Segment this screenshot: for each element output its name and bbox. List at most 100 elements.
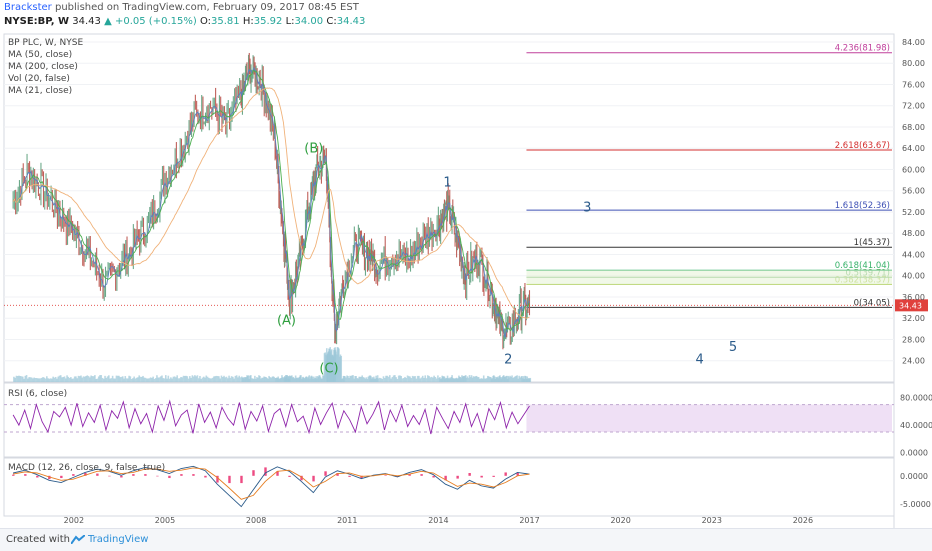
time-tick-label: 2020 (610, 516, 630, 525)
macd-histogram-bar (24, 474, 27, 476)
wave-label[interactable]: 2 (504, 352, 512, 367)
macd-label[interactable]: MACD (12, 26, close, 9, false, true) (8, 463, 165, 473)
volume-bar (465, 378, 468, 382)
rsi-tick-label: 80.0000 (900, 394, 932, 403)
price-tick-label: 80.00 (902, 59, 925, 68)
macd-histogram-bar (12, 474, 15, 476)
rsi-tick-label: 40.0000 (900, 421, 932, 430)
indicator-legend: BP PLC, W, NYSE MA (50, close) MA (200, … (8, 38, 83, 96)
tradingview-brand[interactable]: TradingView (88, 534, 149, 545)
elliott-wave-labels[interactable]: (A) (B) (C) 1 2 3 4 5 (277, 141, 737, 376)
volume-bar (410, 378, 413, 382)
volume-bar (30, 377, 33, 382)
volume-bar (221, 376, 224, 382)
legend-ma200[interactable]: MA (200, close) (8, 62, 78, 72)
rsi-label[interactable]: RSI (6, close) (8, 389, 67, 399)
volume-bar (70, 377, 72, 382)
volume-bar (238, 375, 240, 382)
volume-bar (119, 377, 122, 382)
legend-volume[interactable]: Vol (20, false) (8, 74, 70, 84)
volume-bar (182, 375, 185, 382)
wave-label[interactable]: 1 (443, 175, 451, 190)
chart-canvas[interactable]: 0.382(38.37)0.5(39.71)0.618(41.04)1(45.3… (0, 32, 932, 528)
volume-bar (102, 378, 105, 382)
volume-bar (425, 378, 428, 382)
macd-histogram-bar (96, 473, 99, 476)
time-tick-label: 2005 (155, 516, 175, 525)
volume-bar (161, 375, 163, 382)
volume-bar (210, 378, 213, 382)
macd-tick-label: 0.0000 (900, 472, 928, 481)
volume-bar (194, 375, 196, 382)
volume-bar (266, 377, 268, 382)
volume-bar (28, 377, 30, 382)
volume-bar (97, 376, 100, 382)
wave-label[interactable]: 3 (583, 200, 591, 215)
macd-histogram-bar (312, 475, 315, 482)
volume-bar (170, 377, 172, 382)
volume-bar (505, 375, 508, 382)
volume-bar (269, 377, 271, 382)
volume-bar (466, 376, 469, 382)
volume-bar (478, 378, 481, 382)
legend-ma50[interactable]: MA (50, close) (8, 50, 72, 60)
volume-bar (195, 376, 197, 382)
volume-bar (56, 378, 58, 382)
volume-bar (99, 375, 101, 382)
fibonacci-extension[interactable]: 0.382(38.37)0.5(39.71)0.618(41.04)1(45.3… (526, 44, 892, 309)
volume-bar (16, 375, 19, 382)
legend-ma21[interactable]: MA (21, close) (8, 86, 72, 96)
fib-label-1.618: 1.618(52.36) (835, 201, 890, 211)
volume-bar (111, 375, 114, 382)
volume-bar (104, 375, 106, 382)
volume-bar (146, 378, 148, 382)
volume-bar (13, 376, 15, 382)
created-with-text: Created with (6, 534, 70, 545)
volume-bar (247, 375, 250, 382)
volume-bar (90, 375, 92, 382)
macd-histogram-bar (228, 475, 231, 484)
author-link[interactable]: Brackster (4, 2, 52, 13)
price-tick-label: 64.00 (902, 144, 925, 153)
volume-bar (483, 378, 486, 382)
volume-bar (399, 375, 401, 382)
wave-label[interactable]: (A) (277, 314, 296, 329)
volume-bar (432, 377, 434, 382)
legend-title[interactable]: BP PLC, W, NYSE (8, 38, 83, 48)
volume-bar (409, 376, 411, 382)
publish-line: Brackster published on TradingView.com, … (4, 2, 359, 13)
volume-bar (349, 375, 351, 382)
ohlc-close: 34.43 (336, 16, 366, 27)
macd-histogram-bar (480, 475, 483, 478)
macd-panel: 0.0000 -5.0000 (12, 465, 931, 509)
price-tick-label: 68.00 (902, 123, 925, 132)
volume-bars (13, 347, 532, 382)
volume-bar (232, 376, 234, 382)
volume-bar (487, 376, 490, 382)
macd-histogram-bar (60, 475, 63, 479)
wave-label[interactable]: 5 (729, 340, 737, 355)
volume-bar (51, 378, 53, 382)
volume-bar (253, 378, 255, 382)
macd-histogram-bar (504, 472, 507, 476)
volume-bar (470, 375, 473, 382)
volume-bar (121, 376, 124, 382)
volume-bar (473, 376, 476, 382)
wave-label[interactable]: (C) (319, 361, 338, 376)
volume-bar (225, 376, 228, 382)
volume-bar (65, 378, 67, 382)
volume-bar (383, 377, 386, 382)
volume-bar (40, 377, 43, 382)
volume-bar (118, 375, 120, 382)
volume-bar (424, 375, 427, 382)
volume-bar (413, 376, 415, 382)
volume-bar (257, 377, 259, 382)
volume-bar (482, 375, 485, 382)
macd-histogram-bar (492, 475, 495, 477)
wave-label[interactable]: (B) (304, 141, 323, 156)
volume-bar (206, 376, 209, 382)
time-tick-label: 2011 (337, 516, 357, 525)
volume-bar (127, 378, 129, 382)
wave-label[interactable]: 4 (695, 352, 703, 367)
volume-bar (353, 378, 355, 382)
